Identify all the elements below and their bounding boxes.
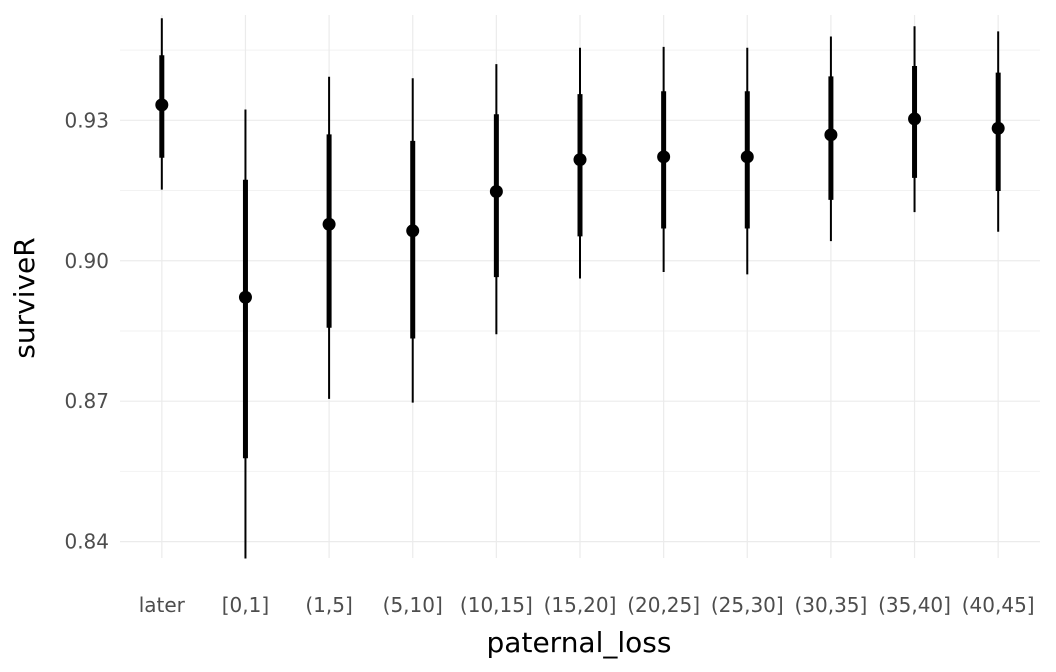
point-estimate <box>322 217 336 231</box>
point-estimate <box>489 184 503 198</box>
pointrange <box>573 47 587 279</box>
x-tick-label: (15,20] <box>544 593 617 617</box>
y-tick-label: 0.93 <box>64 108 109 132</box>
x-axis-title: paternal_loss <box>487 626 672 659</box>
x-tick-label: (5,10] <box>383 593 443 617</box>
x-tick-label: (30,35] <box>794 593 867 617</box>
y-tick-label: 0.87 <box>64 389 109 413</box>
point-estimate <box>824 128 838 142</box>
point-estimate <box>155 98 169 112</box>
point-estimate <box>657 150 671 164</box>
point-estimate <box>238 290 252 304</box>
y-tick-label: 0.84 <box>64 530 109 554</box>
x-tick-label: (20,25] <box>627 593 700 617</box>
x-tick-label: later <box>139 593 186 617</box>
pointrange <box>155 18 169 190</box>
pointrange <box>657 46 671 272</box>
x-tick-label: [0,1] <box>222 593 269 617</box>
pointrange <box>406 78 420 403</box>
pointrange <box>322 76 336 399</box>
x-tick-label: (1,5] <box>305 593 352 617</box>
pointrange <box>740 47 754 275</box>
x-tick-label: (25,30] <box>711 593 784 617</box>
x-tick-label: (40,45] <box>962 593 1035 617</box>
data-marks <box>155 18 1005 559</box>
x-axis-ticks: later [0,1] (1,5] (5,10] (10,15] (15,20] (20,2… <box>139 593 1035 617</box>
x-tick-label: (35,40] <box>878 593 951 617</box>
x-tick-label: (10,15] <box>460 593 533 617</box>
point-estimate <box>991 121 1005 135</box>
point-estimate <box>573 153 587 167</box>
point-estimate <box>740 150 754 164</box>
pointrange <box>238 109 252 559</box>
y-tick-label: 0.90 <box>64 249 109 273</box>
pointrange <box>908 26 922 213</box>
y-axis-ticks: 0.84 0.87 0.90 0.93 <box>64 108 109 553</box>
pointrange <box>824 36 838 242</box>
point-estimate <box>406 224 420 238</box>
pointrange <box>991 31 1005 232</box>
point-estimate <box>908 112 922 126</box>
pointrange <box>489 64 503 335</box>
y-axis-title: surviveR <box>8 237 41 358</box>
